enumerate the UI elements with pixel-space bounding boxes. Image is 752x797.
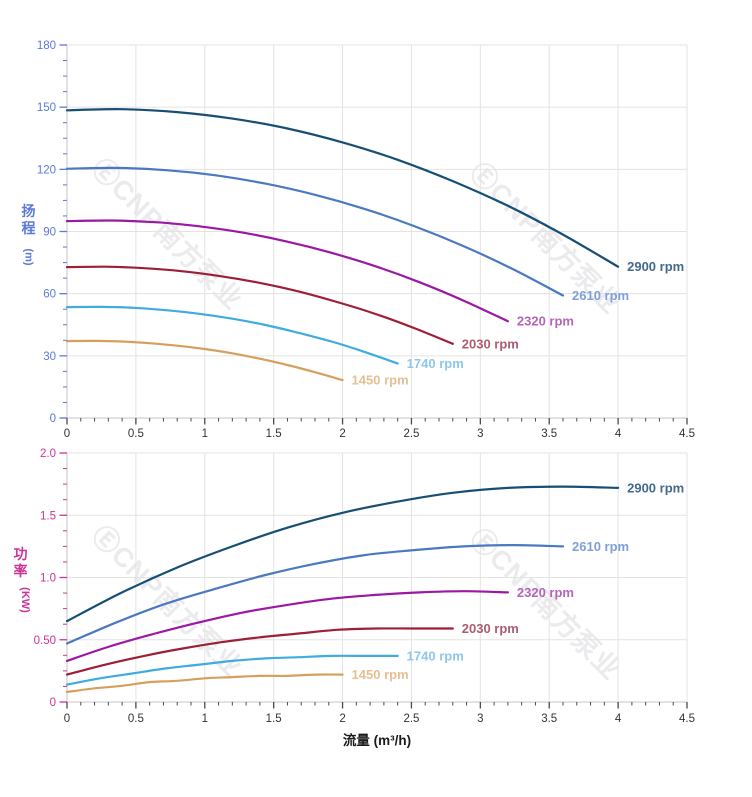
power-axis-unit: (KW)	[18, 587, 31, 613]
x-tick-label: 2	[339, 713, 345, 725]
series-label-2320-rpm: 2320 rpm	[517, 585, 574, 600]
y-tick-label: 0.50	[34, 635, 56, 647]
curve-2030-rpm	[65, 627, 454, 676]
x-tick-label: 1.5	[266, 428, 282, 440]
x-tick-label: 1.5	[266, 713, 282, 725]
flow-axis-title: 流量 (m³/h)	[342, 733, 412, 748]
y-tick-label: 1.5	[40, 510, 56, 522]
x-tick-label: 2	[339, 428, 345, 440]
x-tick-label: 4	[615, 428, 622, 440]
x-tick-label: 3	[477, 713, 483, 725]
x-tick-label: 4	[615, 713, 622, 725]
x-tick-label: 3.5	[541, 713, 557, 725]
series-label-1740-rpm: 1740 rpm	[407, 648, 464, 663]
y-tick-label: 2.0	[40, 448, 56, 460]
series-label-1450-rpm: 1450 rpm	[352, 667, 409, 682]
series-label-2030-rpm: 2030 rpm	[462, 621, 519, 636]
x-tick-label: 3	[477, 428, 483, 440]
power-axis-title: 功率 (KW)	[12, 546, 38, 613]
x-tick-label: 0	[64, 428, 70, 440]
curve-2610-rpm	[65, 166, 565, 297]
x-tick-label: 1	[202, 428, 208, 440]
x-tick-label: 0.5	[128, 428, 144, 440]
head-axis-unit: (m)	[22, 248, 35, 266]
x-tick-label: 4.5	[679, 713, 695, 725]
curve-2900-rpm	[65, 108, 620, 268]
curve-2900-rpm	[65, 485, 620, 623]
y-tick-label: 30	[43, 351, 56, 363]
y-tick-label: 180	[37, 40, 56, 52]
x-tick-label: 2.5	[403, 713, 419, 725]
curve-1740-rpm	[65, 654, 399, 686]
y-tick-label: 60	[43, 289, 56, 301]
head-chart: 0 30 60 90 120 150 180 0 0.5 1 1.5 2 2.5 3 3.5 4 4.5 2900…	[37, 40, 695, 440]
x-tick-label: 1	[202, 713, 208, 725]
x-tick-label: 0.5	[128, 713, 144, 725]
series-label-1450-rpm: 1450 rpm	[352, 373, 409, 388]
curve-1450-rpm	[65, 673, 344, 694]
y-tick-label: 120	[37, 164, 56, 176]
x-tick-label: 4.5	[679, 428, 695, 440]
y-tick-label: 90	[43, 227, 56, 239]
x-tick-label: 2.5	[403, 428, 419, 440]
curve-2030-rpm	[65, 265, 454, 345]
head-axis-title: 扬程 (m)	[20, 203, 37, 266]
y-tick-label: 0	[50, 413, 56, 425]
series-label-2900-rpm: 2900 rpm	[627, 480, 684, 495]
x-tick-label: 0	[64, 713, 70, 725]
series-label-2320-rpm: 2320 rpm	[517, 314, 574, 329]
y-tick-label: 0	[50, 697, 56, 709]
head-axis-title-text: 扬程	[21, 203, 36, 236]
series-label-2030-rpm: 2030 rpm	[462, 336, 519, 351]
curve-1450-rpm	[65, 339, 344, 382]
curve-2610-rpm	[65, 543, 565, 645]
power-chart: 0 0.50 1.0 1.5 2.0 0 0.5 1 1.5 2 2.5 3 3.5 4 4.5 2900 r…	[34, 448, 695, 725]
series-label-2610-rpm: 2610 rpm	[572, 539, 629, 554]
curve-2320-rpm	[65, 219, 509, 323]
curve-2320-rpm	[65, 590, 509, 662]
curve-1740-rpm	[65, 305, 399, 365]
y-tick-label: 1.0	[40, 573, 56, 585]
y-tick-label: 150	[37, 102, 56, 114]
series-label-2610-rpm: 2610 rpm	[572, 288, 629, 303]
x-tick-label: 3.5	[541, 428, 557, 440]
series-label-2900-rpm: 2900 rpm	[627, 259, 684, 274]
power-axis-title-text: 功率	[13, 546, 28, 579]
series-label-1740-rpm: 1740 rpm	[407, 356, 464, 371]
